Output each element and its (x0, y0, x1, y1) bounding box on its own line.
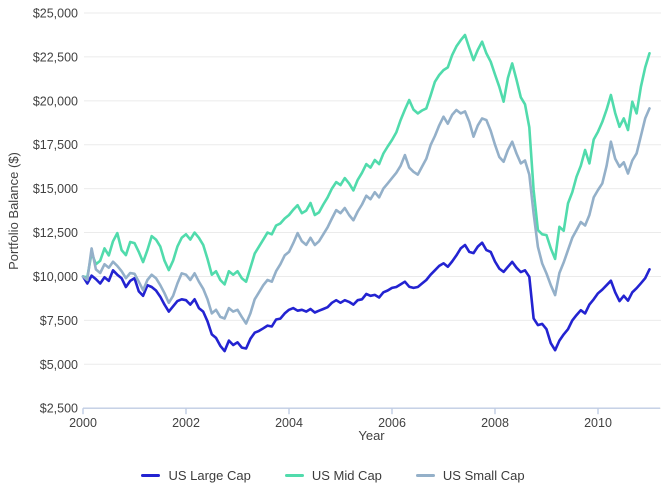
legend-item-us-large-cap[interactable]: US Large Cap (141, 468, 251, 483)
x-tick-label: 2008 (481, 416, 509, 430)
x-tick-label: 2006 (378, 416, 406, 430)
legend-swatch-us-small-cap (415, 473, 435, 478)
x-tick-label: 2000 (69, 416, 97, 430)
legend-label-us-large-cap: US Large Cap (168, 468, 251, 483)
series-line-us-small-cap (81, 107, 651, 325)
y-tick-label: $17,500 (33, 138, 78, 152)
x-tick-label: 2004 (275, 416, 303, 430)
legend: US Large Cap US Mid Cap US Small Cap (0, 468, 666, 483)
legend-label-us-mid-cap: US Mid Cap (311, 468, 382, 483)
y-axis-title: Portfolio Balance ($) (6, 152, 21, 270)
y-tick-label: $7,500 (40, 314, 78, 328)
y-tick-label: $22,500 (33, 50, 78, 64)
series-line-us-large-cap (81, 241, 651, 353)
y-tick-label: $5,000 (40, 358, 78, 372)
x-tick-label: 2002 (172, 416, 200, 430)
y-tick-label: $2,500 (40, 402, 78, 416)
y-tick-label: $12,500 (33, 226, 78, 240)
legend-swatch-us-mid-cap (284, 473, 304, 478)
y-tick-label: $15,000 (33, 182, 78, 196)
legend-label-us-small-cap: US Small Cap (442, 468, 525, 483)
legend-item-us-small-cap[interactable]: US Small Cap (415, 468, 525, 483)
legend-swatch-us-large-cap (141, 473, 161, 478)
y-tick-label: $25,000 (33, 7, 78, 21)
series-line-us-mid-cap (81, 33, 651, 286)
y-tick-label: $20,000 (33, 94, 78, 108)
legend-item-us-mid-cap[interactable]: US Mid Cap (284, 468, 382, 483)
y-tick-label: $10,000 (33, 270, 78, 284)
x-axis-title: Year (358, 428, 385, 443)
x-tick-label: 2010 (584, 416, 612, 430)
